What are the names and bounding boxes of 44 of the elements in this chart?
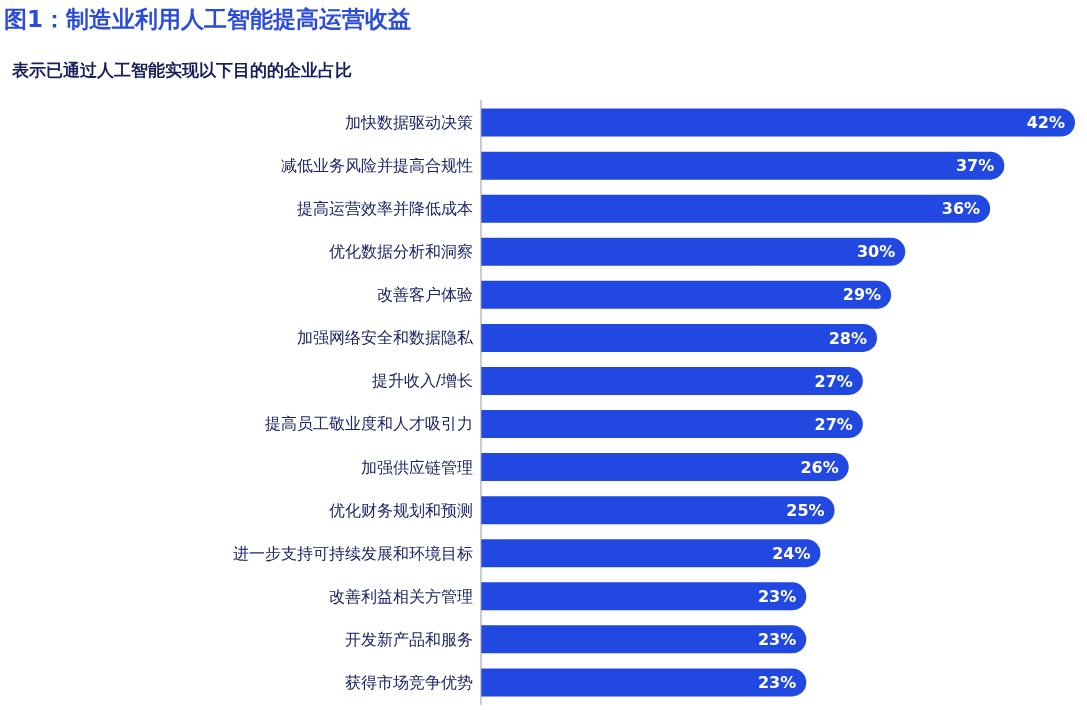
y-tick-label: 改善客户体验 <box>377 286 473 305</box>
data-label: 27% <box>814 414 853 434</box>
bar <box>481 280 892 309</box>
data-label: 36% <box>941 199 981 219</box>
text: 图1：制造业利用人工智能提高运营收益 <box>4 6 412 32</box>
bar <box>481 108 1075 137</box>
y-tick-label: 开发新产品和服务 <box>345 630 473 649</box>
y-tick-label: 加强网络安全和数据隐私 <box>297 329 474 348</box>
data-label: 37% <box>955 156 995 176</box>
data-label: 25% <box>786 500 825 520</box>
y-tick-label: 改善利益相关方管理 <box>329 587 473 606</box>
text: 表示已通过人工智能实现以下目的的企业占比 <box>11 60 352 80</box>
bar <box>481 237 906 266</box>
bar <box>481 539 821 568</box>
bar <box>481 453 849 482</box>
y-tick-label: 获得市场竞争优势 <box>345 673 473 692</box>
bar <box>481 496 835 525</box>
y-tick-label: 优化财务规划和预测 <box>329 501 473 520</box>
y-tick-label: 加快数据驱动决策 <box>345 114 473 133</box>
data-label: 29% <box>842 285 882 305</box>
data-label: 28% <box>828 328 867 348</box>
bar <box>481 194 991 223</box>
y-tick-label: 提高员工敬业度和人才吸引力 <box>265 415 473 434</box>
y-tick-label: 提高运营效率并降低成本 <box>297 200 473 219</box>
bar <box>481 625 807 654</box>
data-label: 30% <box>856 242 896 262</box>
bar <box>481 323 877 352</box>
y-tick-label: 进一步支持可持续发展和环境目标 <box>233 544 473 563</box>
bar <box>481 151 1005 180</box>
y-tick-label: 优化数据分析和洞察 <box>329 243 473 262</box>
data-label: 26% <box>800 457 839 477</box>
bar <box>481 410 863 439</box>
bar <box>481 582 807 611</box>
y-tick-label: 提升收入/增长 <box>371 372 473 391</box>
data-label: 23% <box>757 629 797 649</box>
data-label: 24% <box>772 543 811 563</box>
bar <box>481 366 863 395</box>
data-label: 23% <box>757 586 797 606</box>
data-label: 42% <box>1026 113 1065 133</box>
data-label: 23% <box>757 672 797 692</box>
data-label: 27% <box>814 371 853 391</box>
bar <box>481 668 807 697</box>
y-tick-label: 减低业务风险并提高合规性 <box>281 157 473 176</box>
y-tick-label: 加强供应链管理 <box>361 458 473 477</box>
